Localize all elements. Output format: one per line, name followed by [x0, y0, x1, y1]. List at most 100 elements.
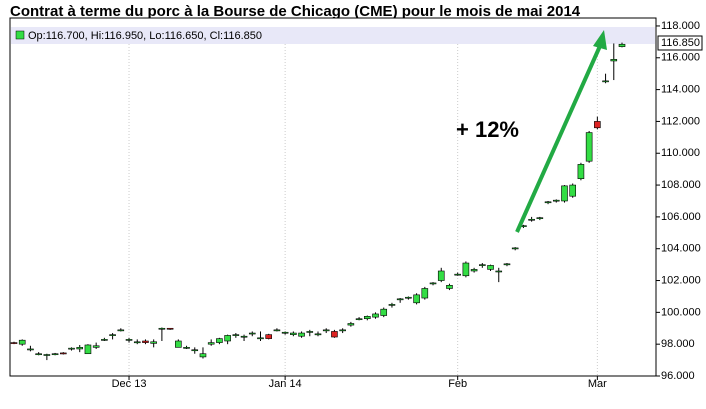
candle-body: [27, 348, 34, 351]
y-tick-label: 118.000: [661, 20, 700, 32]
candle-body: [109, 334, 116, 336]
candle-body: [51, 353, 59, 356]
legend-text: Op:116.700, Hi:116.950, Lo:116.650, Cl:1…: [28, 30, 262, 42]
candle-body: [602, 80, 609, 83]
plot-area: [9, 17, 657, 377]
candle-body: [331, 331, 338, 338]
y-tick-label: 114.000: [661, 84, 700, 96]
candle-body: [125, 339, 133, 341]
candle-body: [421, 288, 429, 299]
x-tick-label: Dec 13: [112, 378, 147, 390]
chart-title: Contrat à terme du porc à la Bourse de C…: [10, 3, 581, 20]
candle-body: [281, 331, 289, 334]
annotation: + 12%: [456, 117, 519, 142]
candle-body: [413, 294, 420, 304]
candle-body: [536, 217, 544, 219]
x-tick-label: Mar: [588, 378, 607, 390]
candle-body: [257, 337, 264, 340]
y-tick-label: 106.000: [661, 211, 701, 223]
candle-body: [462, 262, 470, 277]
candle-body: [207, 342, 215, 345]
candle-body: [454, 273, 461, 276]
candle-body: [18, 339, 26, 345]
candle-body: [388, 304, 396, 306]
y-tick-label: 110.000: [661, 147, 700, 159]
candle-body: [495, 270, 503, 273]
y-tick-label: 102.000: [661, 274, 701, 286]
candle-body: [43, 354, 51, 356]
candle-body: [446, 285, 453, 289]
y-tick-label: 116.000: [661, 52, 700, 64]
candle-body: [224, 335, 231, 342]
candle-body: [166, 327, 174, 330]
candle-body: [561, 185, 568, 202]
candle-body: [552, 199, 560, 202]
candle-body: [618, 43, 626, 47]
candle-body: [306, 331, 314, 333]
candle-body: [298, 332, 305, 337]
x-tick-label: Feb: [448, 378, 467, 390]
candle-body: [528, 218, 535, 221]
candle-body: [175, 340, 182, 348]
candle-body: [479, 264, 486, 266]
candle-body: [594, 121, 601, 129]
arrow-head: [593, 30, 607, 50]
last-price-label: 116.850: [661, 37, 700, 49]
candle-body: [199, 353, 207, 358]
candle-body: [577, 164, 585, 180]
candle-body: [437, 270, 445, 281]
y-tick-label: 104.000: [661, 243, 701, 255]
candle-body: [610, 59, 618, 62]
candle-body: [101, 339, 108, 341]
candle-body: [183, 347, 190, 349]
candle-body: [503, 263, 511, 266]
candle-body: [216, 338, 223, 343]
candle-body: [248, 332, 256, 335]
candle-body: [363, 316, 371, 320]
marks: 96.000 98.000 100.000 102.000 104.000 106.000…: [10, 20, 701, 390]
candle-body: [150, 341, 157, 344]
candle-body: [290, 332, 297, 335]
y-tick-label: 108.000: [661, 179, 701, 191]
candle-body: [372, 313, 379, 318]
y-tick-label: 112.000: [661, 115, 700, 127]
candle-body: [191, 349, 199, 352]
legend-swatch: [15, 30, 25, 40]
candle-body: [232, 334, 240, 336]
y-tick-label: 96.000: [661, 370, 695, 382]
candle-body: [92, 345, 100, 348]
arrow-shaft: [515, 45, 602, 233]
candle-body: [10, 342, 18, 344]
candle-body: [396, 298, 404, 301]
candle-body: [405, 296, 412, 299]
candle-body: [569, 184, 577, 197]
candle-body: [84, 344, 92, 355]
candle-body: [314, 333, 322, 336]
y-tick-label: 98.000: [661, 338, 695, 350]
candle-body: [142, 340, 149, 343]
candle-body: [240, 335, 248, 338]
candle-body: [511, 247, 519, 250]
candle-body: [429, 282, 437, 285]
candle-body: [355, 318, 363, 321]
candle-body: [133, 341, 141, 344]
last-price-box: [657, 35, 703, 51]
candle-body: [322, 329, 330, 332]
candle-body: [158, 327, 166, 330]
candle-body: [273, 329, 281, 332]
candle-body: [487, 265, 494, 270]
candle-body: [265, 334, 273, 339]
x-tick-label: Jan 14: [269, 378, 302, 390]
candle-body: [380, 308, 388, 316]
candle-body: [35, 353, 42, 356]
candle-body: [68, 347, 75, 350]
legend-band: [11, 27, 655, 44]
candle-body: [117, 329, 125, 332]
candle-body: [470, 269, 478, 272]
candle-body: [544, 201, 552, 204]
candle-body: [347, 323, 355, 326]
candle-body: [76, 347, 84, 350]
candle-body: [339, 329, 346, 332]
